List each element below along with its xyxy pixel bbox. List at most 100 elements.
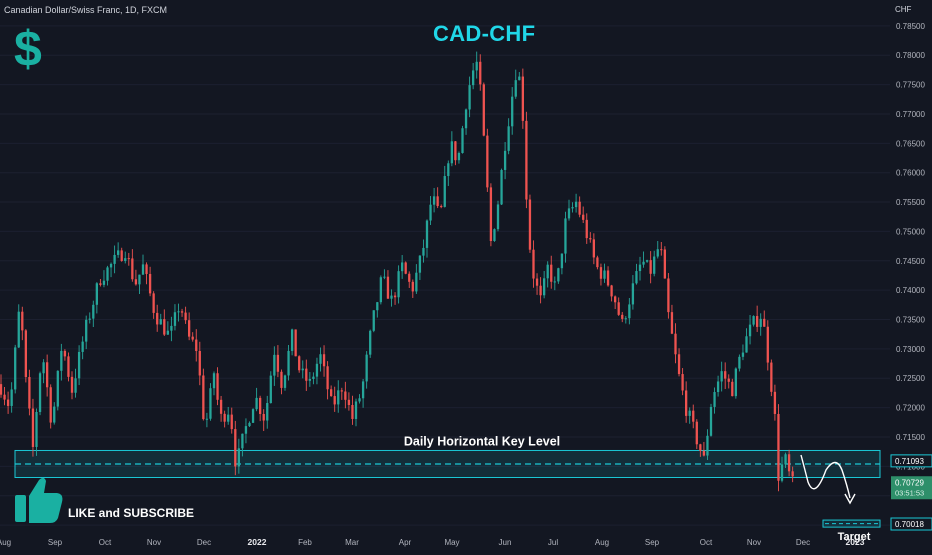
price-tick-label: 0.78500 [896,22,925,31]
candle-body [237,448,240,467]
candle-body [511,96,514,127]
price-tick-label: 0.78000 [896,51,925,60]
candle-body [28,377,31,409]
candle-body [46,362,49,388]
candle-body [138,274,141,285]
candle-body [56,370,59,407]
candle-body [447,163,450,177]
key-level-price-tag: 0.71093 [895,457,924,466]
candle-body [532,249,535,279]
candle-body [223,413,226,422]
candle-body [212,373,216,389]
time-tick-label: Nov [747,538,761,547]
price-tick-label: 0.71500 [896,433,925,442]
candle-body [209,388,212,419]
grid [0,25,890,526]
candle-body [429,204,432,221]
zones: Daily Horizontal Key Level Target [14,434,881,543]
candle-body [31,408,35,447]
candle-body [514,80,517,97]
candle-body [770,362,773,392]
candle-body [344,391,347,400]
annotations [800,454,856,505]
candle-body [365,354,368,382]
candle-body [330,389,333,397]
candle-body [92,304,95,319]
candle-body [301,368,304,371]
candle-body [422,247,425,256]
candle-body [454,141,457,161]
candle-body [383,276,386,278]
candle-body [550,264,553,282]
candle-body [649,260,652,274]
candle-body [117,250,120,255]
candle-body [21,311,24,331]
candle-body [390,295,393,299]
candle-body [326,366,329,390]
price-axis: 0.78500 0.78000 0.77500 0.77000 0.76500 0.760… [890,22,932,531]
key-level-label: Daily Horizontal Key Level [404,434,560,448]
price-tick-label: 0.73500 [896,316,925,325]
candle-body [653,256,656,274]
candle-body [266,403,269,421]
candle-body [6,399,10,406]
candle-body [177,311,180,313]
candle-body [216,373,219,400]
candle-body [49,387,52,423]
candle-body [127,258,130,260]
candle-body [624,318,627,320]
candle-body [720,371,723,382]
candle-body [290,329,294,351]
candle-body [255,397,258,410]
candle-body [731,381,734,397]
candle-body [418,255,422,273]
target-zone [822,519,881,528]
time-tick-label: Apr [399,538,412,547]
candle-body [10,389,13,406]
candle-body [0,384,3,395]
price-tick-label: 0.77500 [896,81,925,90]
candle-body [401,262,404,272]
candle-body [628,304,631,319]
candle-body [777,413,780,481]
price-tick-label: 0.75000 [896,227,925,236]
candle-body [124,258,127,261]
candle-body [347,399,351,405]
time-tick-label: Sep [645,538,660,547]
candle-body [63,350,67,357]
candle-body [518,76,521,81]
candle-body [188,320,191,337]
candle-body [582,214,585,220]
candle-body [170,325,173,331]
candle-body [404,262,407,274]
candle-body [440,206,443,208]
time-tick-label: Oct [99,538,112,547]
price-tick-label: 0.73000 [896,345,925,354]
candle-body [699,444,702,451]
candle-body [784,454,787,465]
candle-body [227,414,230,422]
candle-body [560,253,564,269]
time-tick-label: Aug [595,538,609,547]
candle-body [280,371,283,388]
candle-body [468,85,471,110]
candle-body [81,341,84,352]
candle-body [748,324,752,337]
candle-body [273,354,276,376]
current-price-tag: 0.70729 [895,478,924,487]
time-tick-label: Feb [298,538,312,547]
like-subscribe-label: LIKE and SUBSCRIBE [68,506,195,520]
candle-body [88,318,91,320]
thumbs-up-icon[interactable] [13,474,65,531]
candle-body [706,435,709,456]
candle-body [752,316,755,325]
candle-body [472,70,475,86]
candle-body [361,381,365,399]
candle-body [656,249,659,257]
chart-title: CAD-CHF [433,21,536,46]
candle-body [319,354,322,364]
candle-body [131,258,134,280]
candle-body [645,260,649,262]
candle-body [763,318,766,327]
